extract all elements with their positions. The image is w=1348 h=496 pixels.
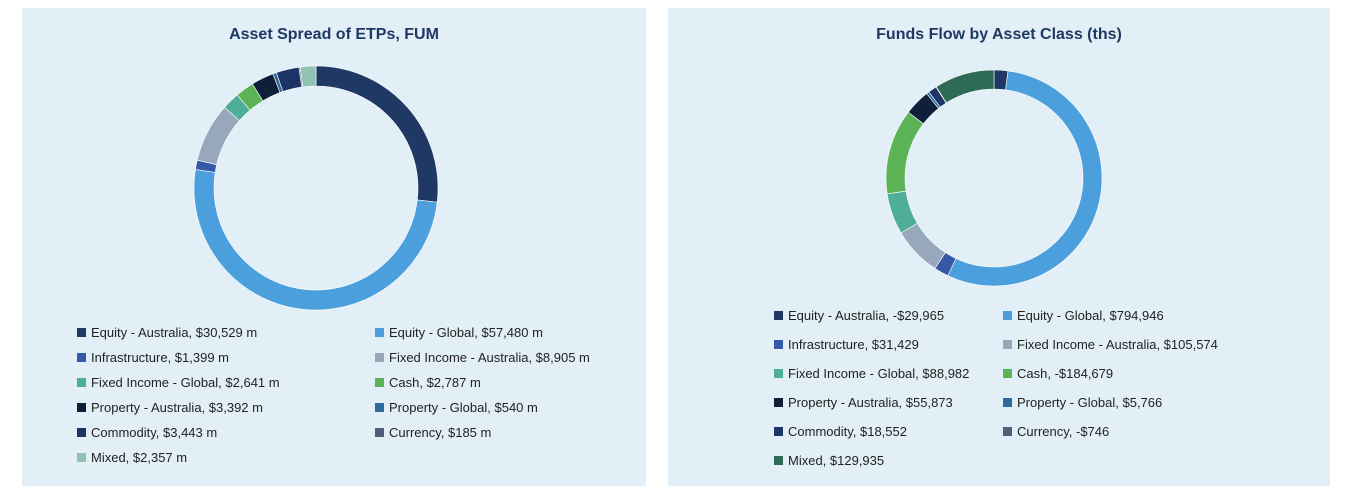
legend-item-6: Property - Australia, $3,392 m	[77, 400, 263, 415]
asset-spread-chart-panel: Asset Spread of ETPs, FUM Equity - Austr…	[22, 8, 646, 486]
legend-item-0: Equity - Australia, -$29,965	[774, 308, 944, 323]
legend-item-5: Cash, -$184,679	[1003, 366, 1113, 381]
legend-label: Equity - Global, $57,480 m	[389, 325, 543, 340]
chart-title: Funds Flow by Asset Class (ths)	[876, 26, 1122, 43]
legend-swatch	[77, 428, 86, 437]
legend-label: Mixed, $129,935	[788, 453, 885, 468]
legend-item-2: Infrastructure, $31,429	[774, 337, 919, 352]
legend-swatch	[375, 378, 384, 387]
legend-swatch	[1003, 340, 1012, 349]
legend-label: Mixed, $2,357 m	[91, 450, 188, 465]
legend-label: Property - Australia, $55,873	[788, 395, 953, 410]
legend-item-0: Equity - Australia, $30,529 m	[77, 325, 257, 340]
legend-swatch	[1003, 398, 1012, 407]
legend-label: Fixed Income - Global, $2,641 m	[91, 375, 280, 390]
legend-item-4: Fixed Income - Global, $88,982	[774, 366, 969, 381]
legend-swatch	[774, 340, 783, 349]
legend-swatch	[1003, 369, 1012, 378]
legend-swatch	[774, 398, 783, 407]
donut-slice-0	[315, 65, 439, 203]
legend-label: Currency, $185 m	[389, 425, 492, 440]
funds-flow-donut	[885, 69, 1103, 287]
legend-item-7: Property - Global, $5,766	[1003, 395, 1162, 410]
legend-swatch	[77, 353, 86, 362]
donut-slice-3	[900, 222, 946, 269]
legend-item-3: Fixed Income - Australia, $105,574	[1003, 337, 1218, 352]
legend-label: Currency, -$746	[1017, 424, 1110, 439]
legend-swatch	[774, 456, 783, 465]
legend-item-6: Property - Australia, $55,873	[774, 395, 953, 410]
legend-swatch	[774, 369, 783, 378]
legend-swatch	[77, 328, 86, 337]
legend-label: Cash, -$184,679	[1017, 366, 1114, 381]
donut-slice-3	[196, 106, 240, 166]
legend-label: Property - Global, $540 m	[389, 400, 538, 415]
funds-flow-legend: Equity - Australia, -$29,965 Equity - Glo…	[774, 308, 1314, 478]
legend-label: Property - Australia, $3,392 m	[91, 400, 263, 415]
legend-label: Fixed Income - Australia, $105,574	[1017, 337, 1218, 352]
legend-swatch	[375, 328, 384, 337]
legend-item-4: Fixed Income - Global, $2,641 m	[77, 375, 280, 390]
legend-label: Commodity, $3,443 m	[91, 425, 218, 440]
legend-item-1: Equity - Global, $794,946	[1003, 308, 1164, 323]
donut-slice-5	[885, 111, 924, 195]
legend-label: Equity - Australia, -$29,965	[788, 308, 945, 323]
legend-label: Infrastructure, $31,429	[788, 337, 919, 352]
legend-item-8: Commodity, $3,443 m	[77, 425, 217, 440]
donut-slice-1	[947, 70, 1103, 287]
legend-item-3: Fixed Income - Australia, $8,905 m	[375, 350, 590, 365]
legend-item-5: Cash, $2,787 m	[375, 375, 481, 390]
legend-swatch	[77, 403, 86, 412]
legend-item-10: Mixed, $129,935	[774, 453, 884, 468]
legend-swatch	[774, 427, 783, 436]
legend-item-2: Infrastructure, $1,399 m	[77, 350, 229, 365]
legend-swatch	[375, 428, 384, 437]
legend-label: Infrastructure, $1,399 m	[91, 350, 230, 365]
legend-label: Fixed Income - Global, $88,982	[788, 366, 970, 381]
legend-label: Property - Global, $5,766	[1017, 395, 1163, 410]
legend-item-7: Property - Global, $540 m	[375, 400, 538, 415]
legend-label: Equity - Australia, $30,529 m	[91, 325, 258, 340]
legend-swatch	[77, 453, 86, 462]
legend-label: Fixed Income - Australia, $8,905 m	[389, 350, 590, 365]
donut-slice-10	[935, 69, 995, 104]
legend-swatch	[375, 353, 384, 362]
donut-slice-10	[299, 65, 317, 88]
funds-flow-chart-panel: Funds Flow by Asset Class (ths) Equity -…	[668, 8, 1330, 486]
legend-swatch	[1003, 311, 1012, 320]
donut-slice-1	[193, 169, 438, 311]
legend-swatch	[1003, 427, 1012, 436]
chart-title: Asset Spread of ETPs, FUM	[229, 26, 439, 43]
legend-item-10: Mixed, $2,357 m	[77, 450, 187, 465]
asset-spread-donut	[193, 65, 439, 311]
legend-item-9: Currency, -$746	[1003, 424, 1109, 439]
asset-spread-legend: Equity - Australia, $30,529 m Equity - Gl…	[77, 325, 637, 475]
legend-label: Cash, $2,787 m	[389, 375, 481, 390]
legend-item-9: Currency, $185 m	[375, 425, 491, 440]
legend-swatch	[77, 378, 86, 387]
legend-label: Commodity, $18,552	[788, 424, 907, 439]
legend-label: Equity - Global, $794,946	[1017, 308, 1164, 323]
legend-item-8: Commodity, $18,552	[774, 424, 907, 439]
legend-swatch	[774, 311, 783, 320]
legend-item-1: Equity - Global, $57,480 m	[375, 325, 543, 340]
legend-swatch	[375, 403, 384, 412]
